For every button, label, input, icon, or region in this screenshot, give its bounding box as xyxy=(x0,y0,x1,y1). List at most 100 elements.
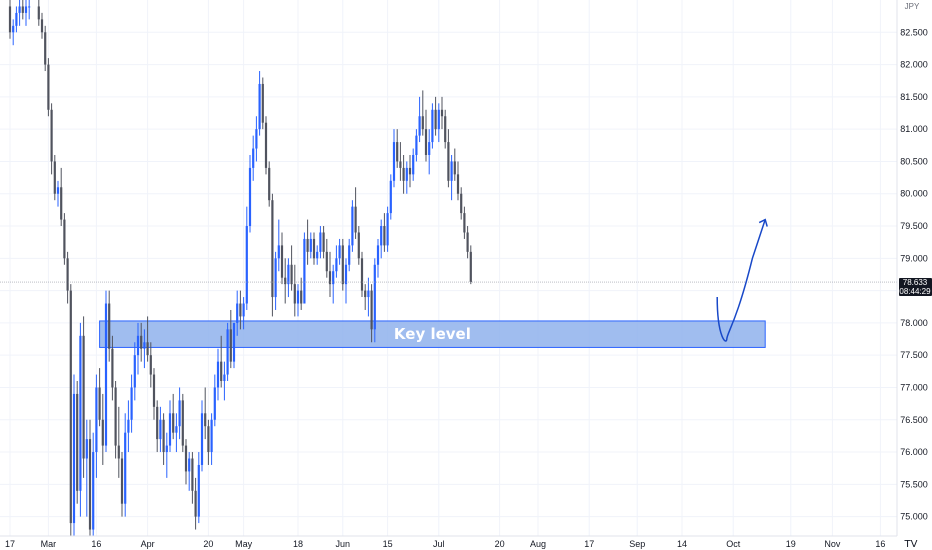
candle-body xyxy=(450,161,453,181)
time-tick-label: 16 xyxy=(91,539,101,549)
candle-body xyxy=(408,167,412,175)
candle-body xyxy=(258,83,261,130)
projection-arrow[interactable] xyxy=(716,219,766,342)
time-tick-label: Jun xyxy=(336,539,351,549)
time-tick-label: Jul xyxy=(433,539,445,549)
candle-body xyxy=(239,303,242,317)
time-tick-label: 15 xyxy=(383,539,393,549)
candle-body xyxy=(220,361,223,382)
candle-body xyxy=(21,6,24,13)
candle-body xyxy=(172,413,175,433)
key-level-rect[interactable] xyxy=(99,320,766,348)
currency-label: JPY xyxy=(905,2,920,11)
price-tick-label: 76.000 xyxy=(900,447,928,457)
candle-body xyxy=(175,426,178,433)
candle-body xyxy=(431,109,434,143)
candle-body xyxy=(460,193,463,214)
candle-body xyxy=(184,445,188,472)
candle-body xyxy=(261,83,264,123)
candle-body xyxy=(63,219,66,259)
price-tick-label: 77.000 xyxy=(900,382,928,392)
time-tick-label: 19 xyxy=(786,539,796,549)
candle-body xyxy=(325,251,328,272)
price-tick-label: 77.500 xyxy=(900,350,928,360)
candle-body xyxy=(354,206,357,233)
candle-body xyxy=(367,290,370,298)
candle-body xyxy=(127,419,130,433)
candle-body xyxy=(15,12,18,26)
candle-body xyxy=(252,148,255,168)
last-price-badge-bg xyxy=(899,278,932,297)
candle-body xyxy=(319,232,322,252)
candle-body xyxy=(44,32,47,65)
candle-body xyxy=(56,187,60,194)
candle-body xyxy=(8,6,12,33)
candle-body xyxy=(18,6,21,13)
price-tick-label: 79.500 xyxy=(900,221,928,231)
candle-body xyxy=(322,232,325,252)
candle-body xyxy=(428,142,431,155)
candle-body xyxy=(277,245,280,259)
candle-body xyxy=(242,303,245,317)
plot-background xyxy=(0,0,897,536)
time-axis-background xyxy=(0,536,932,550)
candle-body xyxy=(216,361,220,388)
price-tick-label: 80.500 xyxy=(900,156,928,166)
candle-body xyxy=(165,445,168,453)
candle-body xyxy=(383,226,386,246)
candle-body xyxy=(104,303,108,446)
price-tick-label: 81.500 xyxy=(900,92,928,102)
candle-body xyxy=(332,271,335,285)
candle-body xyxy=(92,452,95,530)
candle-body xyxy=(162,419,165,453)
candle-body xyxy=(300,290,303,304)
candle-body xyxy=(306,238,309,252)
price-axis[interactable]: 82.500 82.000 81.500 81.000 80.500 80.000 79.5… xyxy=(900,27,928,521)
price-tick-label: 76.500 xyxy=(900,415,928,425)
candle-body xyxy=(357,232,360,259)
candles xyxy=(8,0,472,543)
candle-body xyxy=(181,400,184,446)
candle-body xyxy=(149,355,152,375)
candle-body xyxy=(405,167,408,181)
candle-body xyxy=(197,464,200,517)
time-axis[interactable]: 17 Mar 16 Apr 20 May 18 Jun 15 Jul 20 Aug 17 Sep 14 Oct… xyxy=(5,539,885,549)
time-tick-label: 18 xyxy=(293,539,303,549)
price-tick-label: 79.000 xyxy=(900,253,928,263)
key-level-zone[interactable]: Key level xyxy=(99,320,766,348)
candle-body xyxy=(72,393,76,524)
candle-body xyxy=(348,245,351,265)
candle-body xyxy=(437,109,440,130)
time-tick-label: Aug xyxy=(530,539,546,549)
price-tick-label: 75.500 xyxy=(900,479,928,489)
candle-body xyxy=(207,426,210,453)
candle-body xyxy=(245,226,248,304)
candle-body xyxy=(440,109,444,117)
candle-body xyxy=(280,245,284,278)
candle-body xyxy=(312,238,316,259)
candle-body xyxy=(360,258,364,291)
candle-body xyxy=(338,245,341,259)
time-tick-label: Nov xyxy=(824,539,841,549)
time-tick-label: Sep xyxy=(629,539,645,549)
last-price-value: 78.633 xyxy=(903,278,928,287)
time-tick-label: 20 xyxy=(495,539,505,549)
candle-body xyxy=(271,200,274,298)
candle-body xyxy=(469,251,472,283)
candle-body xyxy=(60,187,63,220)
candle-body xyxy=(456,174,460,194)
candle-body xyxy=(117,445,120,459)
candle-body xyxy=(364,290,367,298)
candle-body xyxy=(194,490,197,517)
candle-body xyxy=(188,458,191,472)
candle-body xyxy=(28,6,31,8)
candle-body xyxy=(136,335,140,356)
candle-body xyxy=(168,413,172,446)
price-tick-label: 75.000 xyxy=(900,512,928,522)
candle-body xyxy=(415,135,418,155)
candle-body xyxy=(284,277,287,285)
candle-body xyxy=(296,290,300,304)
time-tick-label: Oct xyxy=(726,539,741,549)
candle-body xyxy=(402,167,405,181)
